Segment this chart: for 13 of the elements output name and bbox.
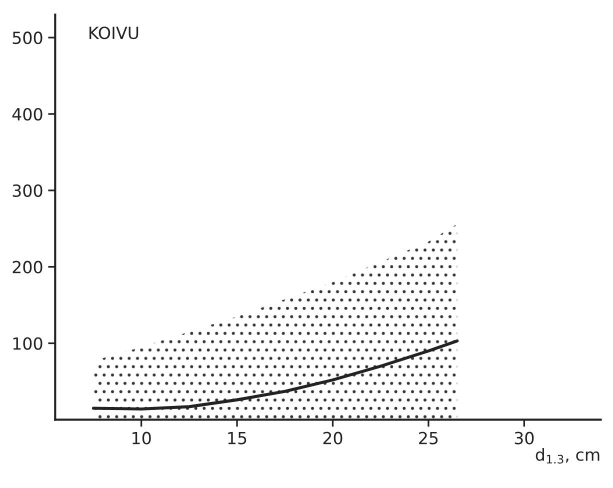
x-tick-label: 30 <box>514 432 534 444</box>
y-tick-label: 100 <box>13 337 42 350</box>
y-tick-label: 200 <box>12 260 42 274</box>
y-tick-label: 400 <box>12 108 42 121</box>
text: KOIVU <box>90 26 138 40</box>
x-tick-label: 25 <box>419 432 438 444</box>
x-axis-title: d$_{1.3}$, cm <box>536 448 600 464</box>
x-tick-label: 15 <box>228 432 246 444</box>
y-tick-label: 300 <box>12 184 42 197</box>
x-tick-label: 20 <box>323 432 342 444</box>
line-series <box>92 339 459 411</box>
x-tick-label: 10 <box>132 432 151 444</box>
y-tick-label: 500 <box>12 32 42 44</box>
